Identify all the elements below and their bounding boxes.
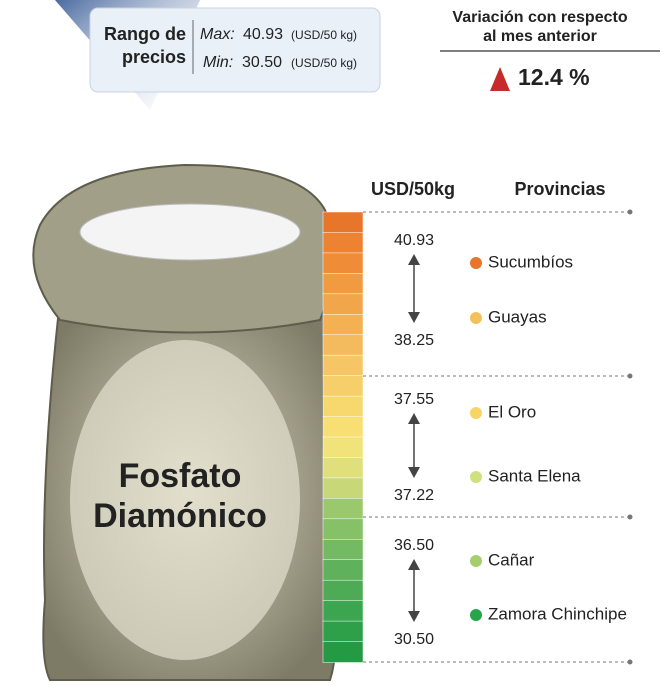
range-low: 37.22 [394, 487, 434, 504]
scale-segment [323, 478, 363, 499]
min-label: Min: [203, 54, 233, 71]
scale-segment [323, 621, 363, 642]
variation-value: 12.4 % [518, 64, 590, 90]
province-dot [470, 407, 482, 419]
range-label: Rango de [104, 24, 186, 44]
sack-label: Fosfato [119, 457, 242, 495]
max-unit: (USD/50 kg) [291, 28, 357, 42]
scale-segment [323, 253, 363, 274]
province-name: Sucumbíos [488, 252, 573, 271]
scale-segment [323, 642, 363, 663]
max-label: Max: [200, 26, 235, 43]
scale-segment [323, 539, 363, 560]
max-value: 40.93 [243, 26, 283, 43]
scale-segment [323, 560, 363, 581]
scale-segment [323, 417, 363, 438]
scale-segment [323, 498, 363, 519]
range-low: 38.25 [394, 332, 434, 349]
arrow-head [408, 413, 420, 424]
range-high: 36.50 [394, 537, 434, 554]
province-dot [470, 471, 482, 483]
variation-title: Variación con respecto [452, 9, 627, 26]
line-dot [628, 210, 633, 215]
sack-label: Diamónico [93, 497, 267, 535]
province-name: Santa Elena [488, 466, 581, 485]
line-dot [628, 660, 633, 665]
province-dot [470, 609, 482, 621]
range-low: 30.50 [394, 631, 434, 648]
range-high: 40.93 [394, 232, 434, 249]
scale-segment [323, 294, 363, 315]
arrow-head [408, 467, 420, 478]
up-arrow [490, 67, 510, 91]
scale-segment [323, 314, 363, 335]
province-dot [470, 555, 482, 567]
groups: 40.93 38.25 Sucumbíos Guayas 37.55 37.22 El Or… [394, 232, 627, 648]
scale-segment [323, 519, 363, 540]
scale-segment [323, 355, 363, 376]
line-dot [628, 374, 633, 379]
line-dot [628, 515, 633, 520]
arrow-head [408, 254, 420, 265]
infographic: Rango de precios Max: 40.93 (USD/50 kg) … [0, 0, 669, 686]
price-header: USD/50kg [371, 179, 455, 199]
arrow-head [408, 312, 420, 323]
provinces-header: Provincias [514, 179, 605, 199]
scale-segment [323, 273, 363, 294]
min-value: 30.50 [242, 54, 282, 71]
scale-segment [323, 396, 363, 417]
sack: Fosfato Diamónico [33, 165, 335, 680]
scale-segment [323, 232, 363, 253]
color-scale [323, 210, 633, 665]
scale-segment [323, 335, 363, 356]
province-name: Zamora Chinchipe [488, 604, 627, 623]
scale-segment [323, 457, 363, 478]
variation-title: al mes anterior [483, 28, 597, 45]
scale-segment [323, 212, 363, 233]
arrow-head [408, 559, 420, 570]
scale-segment [323, 376, 363, 397]
province-name: Cañar [488, 550, 535, 569]
province-dot [470, 312, 482, 324]
arrow-head [408, 611, 420, 622]
province-name: El Oro [488, 402, 536, 421]
province-dot [470, 257, 482, 269]
scale-segment [323, 580, 363, 601]
scale-segment [323, 437, 363, 458]
range-label: precios [122, 47, 186, 67]
range-high: 37.55 [394, 391, 434, 408]
province-name: Guayas [488, 307, 547, 326]
scale-segment [323, 601, 363, 622]
min-unit: (USD/50 kg) [291, 56, 357, 70]
